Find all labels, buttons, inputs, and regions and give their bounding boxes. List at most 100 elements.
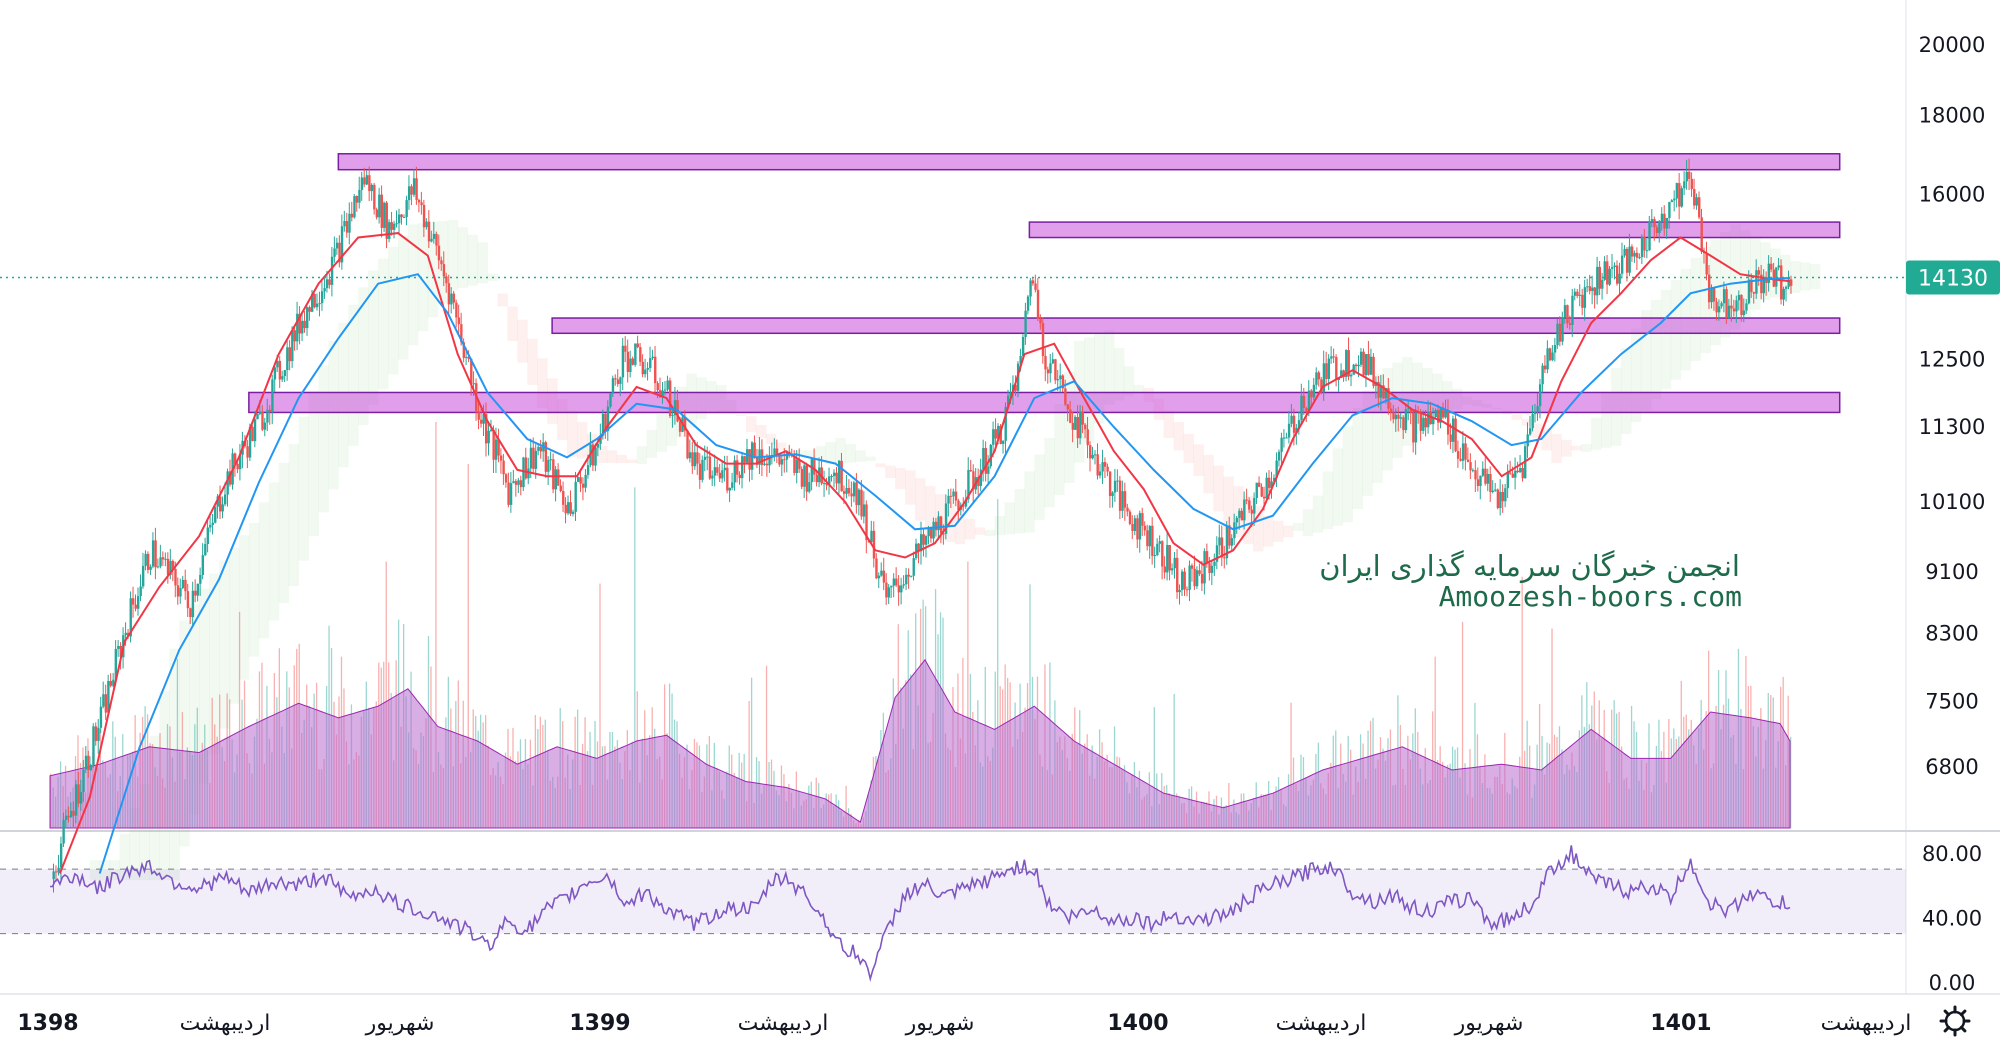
candle-body: [579, 477, 582, 484]
cloud-segment: [815, 446, 827, 462]
candle-body: [639, 347, 642, 362]
candle-body: [969, 470, 973, 472]
candle-body: [954, 491, 958, 501]
candle-body: [1583, 287, 1587, 308]
candle-body: [146, 553, 150, 570]
candle-body: [1195, 570, 1199, 587]
candle-body: [1673, 198, 1676, 201]
volume-bar: [1461, 621, 1464, 828]
candle-body: [1031, 280, 1035, 284]
candle-body: [949, 495, 953, 497]
cloud-segment: [1581, 444, 1592, 452]
candle-body: [1466, 459, 1470, 463]
price-axis[interactable]: 20000 18000 16000 12500 11300 10100 9100 8300 75…: [1919, 33, 1986, 779]
cloud-segment: [1044, 437, 1055, 508]
candle-body: [452, 293, 456, 303]
cloud-segment: [89, 860, 101, 881]
candle-body: [407, 186, 411, 201]
candle-body: [1730, 305, 1733, 309]
candle-body: [1727, 305, 1731, 318]
candle-body: [1357, 364, 1360, 367]
cloud-segment: [368, 270, 379, 405]
candle-body: [1133, 518, 1137, 531]
candle-body: [353, 196, 356, 218]
candle-body: [1429, 411, 1432, 425]
candle-body: [112, 679, 115, 686]
volume-bar: [1434, 656, 1436, 828]
candle-body: [562, 490, 565, 505]
cloud-segment: [656, 413, 667, 452]
volume-bar: [1474, 702, 1476, 828]
cloud-segment: [1302, 509, 1314, 537]
time-axis[interactable]: 1398 اردیبهشت شهریور 1399 اردیبهشت شهریور 1400…: [17, 1011, 1911, 1036]
candle-body: [440, 260, 443, 265]
candle-body: [1089, 445, 1092, 459]
gear-icon[interactable]: [1939, 1005, 1971, 1037]
candle-body: [435, 233, 438, 246]
candle-body: [885, 582, 888, 598]
candle-body: [1658, 221, 1661, 233]
candle-body: [365, 175, 369, 185]
rsi-axis[interactable]: 80.00 40.00 0.00: [1922, 842, 1982, 995]
candle-body: [1163, 566, 1166, 573]
candle-body: [1372, 356, 1375, 386]
candle-body: [308, 307, 311, 312]
candle-body: [1200, 573, 1204, 584]
candle-body: [1616, 265, 1619, 284]
candle-body: [559, 485, 562, 491]
candle-body: [313, 294, 316, 308]
candle-body: [1280, 437, 1283, 452]
candle-body: [934, 521, 938, 531]
candle-body: [641, 361, 644, 375]
candle-body: [1581, 294, 1584, 308]
candle-body: [1029, 280, 1032, 297]
candle-body: [1384, 388, 1388, 399]
candle-body: [447, 283, 451, 305]
cloud-segment: [1640, 309, 1652, 411]
candle-body: [1469, 462, 1472, 471]
candle-body: [470, 358, 473, 384]
candle-body: [1270, 481, 1273, 488]
time-tick-label: شهریور: [905, 1011, 975, 1036]
candle-body: [104, 694, 108, 713]
candle-body: [972, 471, 975, 490]
candle-body: [1148, 525, 1152, 547]
candle-body: [1362, 351, 1365, 376]
candle-body: [765, 463, 769, 466]
candle-body: [348, 213, 351, 233]
candle-body: [833, 472, 836, 477]
candle-body: [952, 491, 955, 497]
cloud-segment: [258, 502, 270, 639]
candle-body: [1700, 217, 1703, 252]
candle-body: [1131, 524, 1134, 531]
cloud-segment: [457, 227, 469, 289]
candle-body: [1312, 384, 1316, 398]
candle-body: [1098, 471, 1102, 476]
candle-body: [303, 320, 306, 329]
candle-body: [1111, 492, 1114, 496]
candle-body: [1096, 454, 1099, 476]
cloud-segment: [875, 463, 886, 468]
volume-bar: [1153, 707, 1155, 828]
candle-body: [800, 468, 804, 487]
candle-body: [151, 540, 155, 567]
candle-body: [763, 463, 766, 465]
candle-body: [1762, 278, 1766, 294]
candle-body: [1434, 410, 1437, 418]
candle-body: [875, 558, 878, 579]
moving-average-slow: [98, 273, 1791, 874]
candle-body: [1074, 417, 1077, 430]
candle-body: [616, 379, 620, 384]
candle-body: [1449, 434, 1452, 442]
candle-body: [795, 459, 799, 473]
candle-body: [1635, 252, 1639, 258]
cloud-segment: [646, 429, 658, 458]
candle-body: [1295, 427, 1298, 433]
cloud-segment: [378, 258, 389, 390]
candle-body: [233, 453, 237, 464]
candle-body: [634, 343, 637, 365]
candle-body: [1213, 561, 1216, 566]
candle-body: [1282, 437, 1286, 439]
candle-body: [263, 422, 267, 430]
